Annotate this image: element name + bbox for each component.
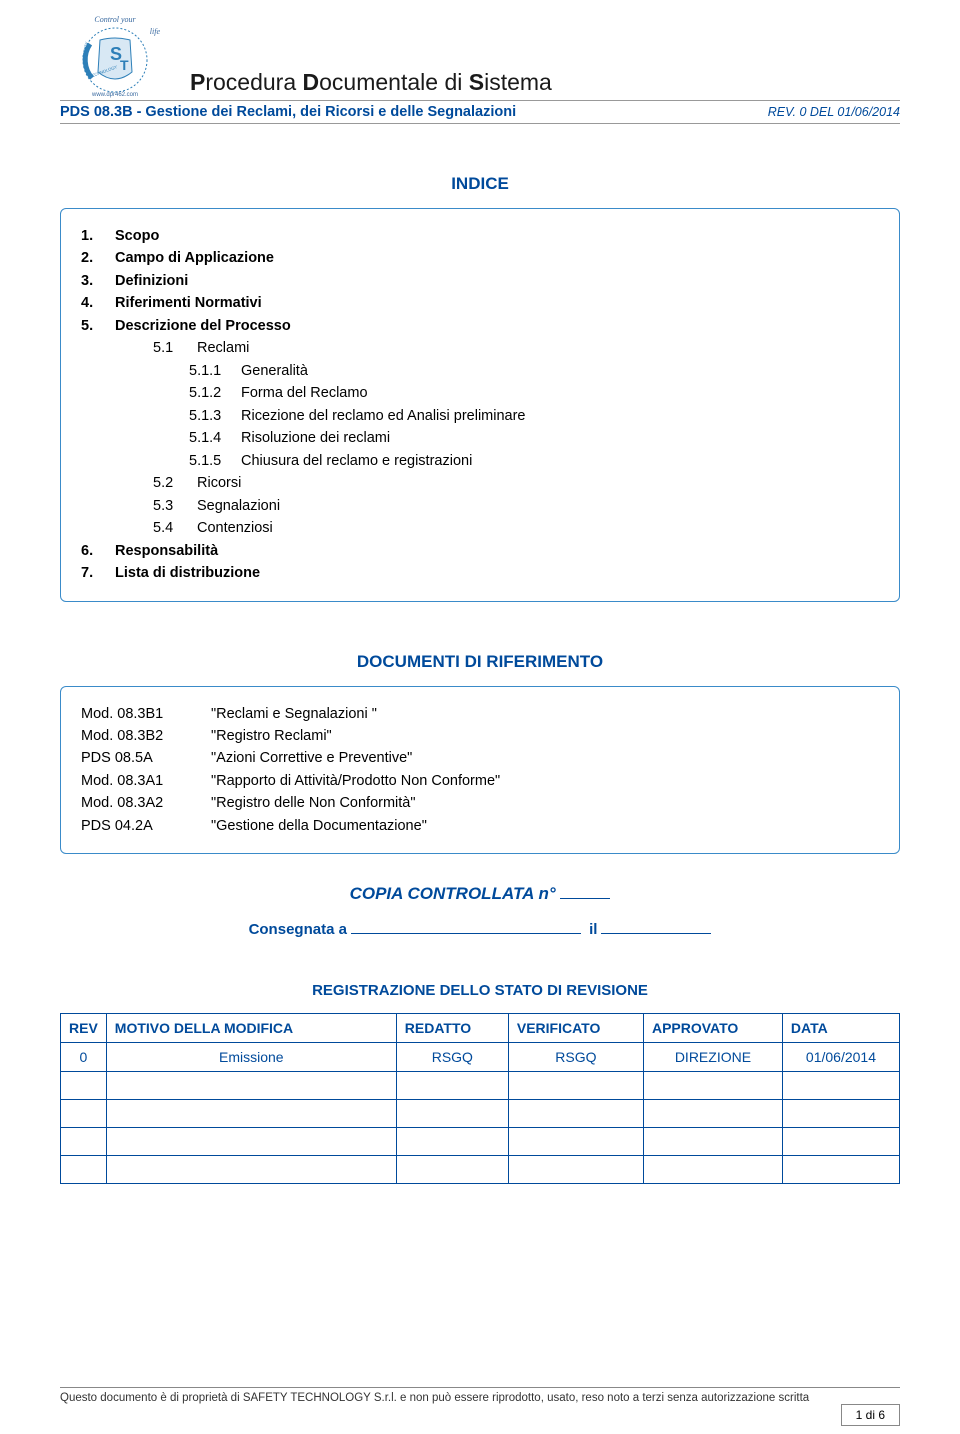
revision-row — [61, 1128, 900, 1156]
revision-header: REDATTO — [396, 1014, 508, 1043]
revision-header: MOTIVO DELLA MODIFICA — [106, 1014, 396, 1043]
sub-header: PDS 08.3B - Gestione dei Reclami, dei Ri… — [60, 100, 900, 124]
indice-item: 5.1.2Forma del Reclamo — [81, 382, 879, 404]
footer: Questo documento è di proprietà di SAFET… — [60, 1387, 900, 1404]
footer-text: Questo documento è di proprietà di SAFET… — [60, 1387, 900, 1404]
refs-table: Mod. 08.3B1"Reclami e Segnalazioni "Mod.… — [81, 703, 879, 838]
page-number: 1 di 6 — [841, 1404, 900, 1426]
indice-item: 5.1.1Generalità — [81, 360, 879, 382]
refs-heading: DOCUMENTI DI RIFERIMENTO — [60, 652, 900, 672]
revision-header: APPROVATO — [643, 1014, 782, 1043]
refs-box: Mod. 08.3B1"Reclami e Segnalazioni "Mod.… — [60, 686, 900, 855]
revision-table: REVMOTIVO DELLA MODIFICAREDATTOVERIFICAT… — [60, 1013, 900, 1184]
main-title: Procedura Documentale di Sistema — [190, 69, 900, 96]
indice-item: 5.1Reclami — [81, 337, 879, 359]
indice-item: 5.4Contenziosi — [81, 517, 879, 539]
revision-header: VERIFICATO — [508, 1014, 643, 1043]
document-page: Control your life S T SAFETY TECHNOLOGY … — [0, 0, 960, 1434]
title-initial-p: P — [190, 69, 205, 95]
revision-header: REV — [61, 1014, 107, 1043]
logo-tagline-side: life — [150, 27, 161, 36]
revision-row — [61, 1100, 900, 1128]
ref-row: Mod. 08.3B2"Registro Reclami" — [81, 725, 879, 747]
ref-row: Mod. 08.3A2"Registro delle Non Conformit… — [81, 792, 879, 814]
revision-header-row: REVMOTIVO DELLA MODIFICAREDATTOVERIFICAT… — [61, 1014, 900, 1043]
title-initial-d: D — [303, 69, 320, 95]
date-blank — [601, 920, 711, 934]
title-initial-s: S — [469, 69, 484, 95]
indice-item: 5.Descrizione del Processo — [81, 315, 879, 337]
svg-text:www.dpr462.com: www.dpr462.com — [91, 92, 138, 98]
indice-item: 5.2Ricorsi — [81, 472, 879, 494]
header-text: Procedura Documentale di Sistema — [190, 69, 900, 98]
indice-item: 2.Campo di Applicazione — [81, 247, 879, 269]
ref-row: Mod. 08.3A1"Rapporto di Attività/Prodott… — [81, 770, 879, 792]
revision-row: 0EmissioneRSGQRSGQDIREZIONE01/06/2014 — [61, 1043, 900, 1072]
revision-info: REV. 0 DEL 01/06/2014 — [768, 105, 900, 119]
indice-item: 5.3Segnalazioni — [81, 495, 879, 517]
indice-heading: INDICE — [60, 174, 900, 194]
indice-item: 1.Scopo — [81, 225, 879, 247]
indice-list: 1.Scopo2.Campo di Applicazione3.Definizi… — [81, 225, 879, 585]
revision-header: DATA — [782, 1014, 899, 1043]
company-logo: Control your life S T SAFETY TECHNOLOGY … — [60, 12, 170, 98]
header: Control your life S T SAFETY TECHNOLOGY … — [60, 12, 900, 98]
document-code-title: PDS 08.3B - Gestione dei Reclami, dei Ri… — [60, 104, 516, 120]
consegnata-blank — [351, 920, 581, 934]
ref-row: PDS 08.5A"Azioni Correttive e Preventive… — [81, 747, 879, 769]
revision-row — [61, 1072, 900, 1100]
indice-item: 5.1.5Chiusura del reclamo e registrazion… — [81, 450, 879, 472]
indice-item: 7.Lista di distribuzione — [81, 562, 879, 584]
revision-row — [61, 1156, 900, 1184]
copia-controllata: COPIA CONTROLLATA n° — [60, 884, 900, 904]
indice-item: 5.1.4Risoluzione dei reclami — [81, 427, 879, 449]
indice-item: 4.Riferimenti Normativi — [81, 292, 879, 314]
ref-row: PDS 04.2A"Gestione della Documentazione" — [81, 815, 879, 837]
ref-row: Mod. 08.3B1"Reclami e Segnalazioni " — [81, 703, 879, 725]
copia-number-blank — [560, 885, 610, 899]
indice-item: 3.Definizioni — [81, 270, 879, 292]
indice-box: 1.Scopo2.Campo di Applicazione3.Definizi… — [60, 208, 900, 602]
revision-heading: REGISTRAZIONE DELLO STATO DI REVISIONE — [60, 982, 900, 999]
svg-text:T: T — [120, 57, 129, 73]
revision-body: 0EmissioneRSGQRSGQDIREZIONE01/06/2014 — [61, 1043, 900, 1184]
indice-item: 6.Responsabilità — [81, 540, 879, 562]
logo-tagline-top: Control your — [94, 15, 136, 24]
consegnata-line: Consegnata a il — [60, 920, 900, 938]
indice-item: 5.1.3Ricezione del reclamo ed Analisi pr… — [81, 405, 879, 427]
